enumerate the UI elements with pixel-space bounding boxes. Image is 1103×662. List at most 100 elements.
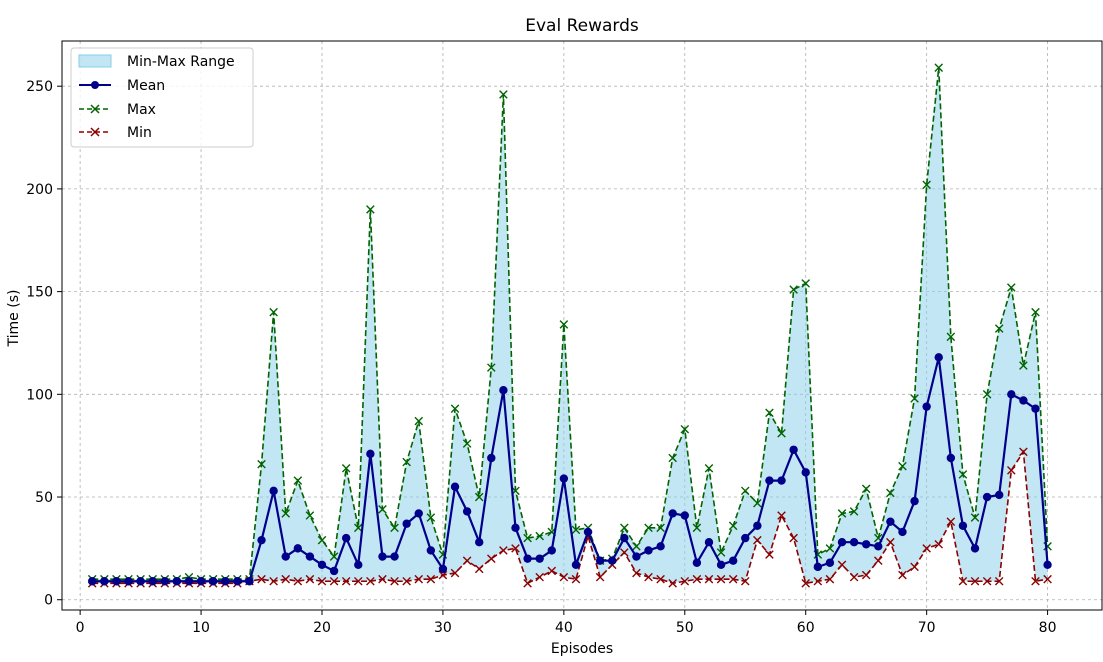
- min-point: [281, 574, 291, 584]
- legend-label-range: Min-Max Range: [127, 54, 235, 70]
- max-point: [922, 180, 931, 190]
- min-point: [704, 574, 714, 584]
- mean-series-line: [92, 357, 1049, 583]
- mean-point: [608, 556, 617, 565]
- mean-point: [366, 449, 375, 459]
- max-point: [789, 285, 798, 294]
- min-point: [620, 548, 629, 557]
- max-point: [837, 509, 847, 518]
- min-max-area: [92, 67, 1048, 584]
- min-point: [946, 517, 956, 526]
- mean-point: [861, 540, 871, 549]
- min-point: [293, 576, 303, 586]
- mean-point: [825, 558, 835, 567]
- min-point: [366, 576, 375, 586]
- legend-label-mean: Mean: [127, 78, 165, 94]
- legend-marker-min: [90, 127, 100, 137]
- min-point: [535, 572, 544, 582]
- mean-point: [475, 538, 484, 547]
- mean-point: [160, 577, 169, 586]
- max-point: [934, 63, 944, 72]
- mean-point: [1019, 396, 1028, 405]
- min-point: [801, 579, 811, 588]
- min-point: [1031, 576, 1040, 586]
- min-point: [426, 574, 436, 584]
- min-point: [692, 574, 702, 584]
- mean-point: [390, 552, 399, 561]
- legend-item-range: Min-Max Range: [78, 54, 235, 70]
- mean-point: [499, 386, 508, 395]
- x-tick-label: 0: [76, 620, 85, 636]
- max-point: [632, 542, 641, 551]
- mean-point: [487, 453, 496, 463]
- max-point: [499, 90, 508, 99]
- max-point: [378, 505, 387, 514]
- max-point: [535, 531, 544, 541]
- min-point: [644, 572, 653, 582]
- max-point: [414, 416, 424, 426]
- max-point: [958, 470, 968, 479]
- mean-point: [88, 577, 97, 586]
- min-point: [656, 574, 665, 584]
- mean-point: [595, 556, 605, 565]
- min-point: [547, 566, 557, 576]
- max-point: [668, 453, 677, 463]
- max-point: [462, 439, 472, 448]
- min-max-range-fill: [92, 67, 1048, 584]
- mean-point: [922, 402, 931, 411]
- max-point: [305, 511, 315, 520]
- max-point: [523, 533, 532, 543]
- min-point: [462, 556, 472, 565]
- mean-point: [886, 517, 895, 526]
- min-point: [632, 568, 641, 578]
- mean-point: [414, 509, 423, 518]
- mean-point: [233, 577, 242, 586]
- mean-point: [426, 546, 436, 555]
- mean-point: [112, 577, 121, 586]
- max-point: [704, 463, 714, 473]
- mean-point: [450, 482, 460, 491]
- y-tick-label: 150: [26, 285, 53, 301]
- min-point: [402, 576, 411, 586]
- max-point: [390, 523, 399, 533]
- mean-point: [644, 546, 653, 555]
- mean-point: [438, 564, 448, 574]
- mean-point: [184, 577, 194, 586]
- mean-point: [704, 538, 714, 547]
- legend-box: [70, 47, 254, 148]
- mean-point: [245, 577, 254, 586]
- mean-point: [378, 552, 387, 561]
- mean-point: [172, 577, 182, 586]
- mean-point: [656, 542, 665, 551]
- max-point: [825, 544, 835, 553]
- min-point: [934, 539, 944, 549]
- min-point: [849, 572, 859, 582]
- mean-point: [148, 577, 157, 586]
- min-point: [825, 574, 835, 584]
- max-point: [559, 320, 569, 329]
- max-point: [801, 279, 811, 288]
- y-tick-label: 200: [26, 182, 53, 198]
- min-point: [1019, 447, 1028, 457]
- max-point: [571, 525, 581, 535]
- max-point: [620, 523, 629, 533]
- min-point: [305, 574, 315, 584]
- min-point: [994, 576, 1004, 586]
- min-point: [716, 574, 726, 584]
- series-group: [87, 63, 1052, 588]
- mean-point: [958, 521, 968, 530]
- min-point: [982, 576, 992, 586]
- mean-point: [208, 577, 218, 586]
- mean-point: [523, 554, 532, 563]
- y-tick-label: 0: [44, 593, 53, 609]
- max-point: [366, 205, 375, 214]
- min-point: [922, 544, 931, 553]
- mean-point: [668, 509, 677, 518]
- max-series-line: [92, 67, 1049, 580]
- y-axis-label: Time (s): [6, 290, 22, 348]
- mean-point: [982, 492, 992, 502]
- min-point: [837, 560, 847, 570]
- max-point: [644, 523, 653, 533]
- min-point: [728, 574, 738, 584]
